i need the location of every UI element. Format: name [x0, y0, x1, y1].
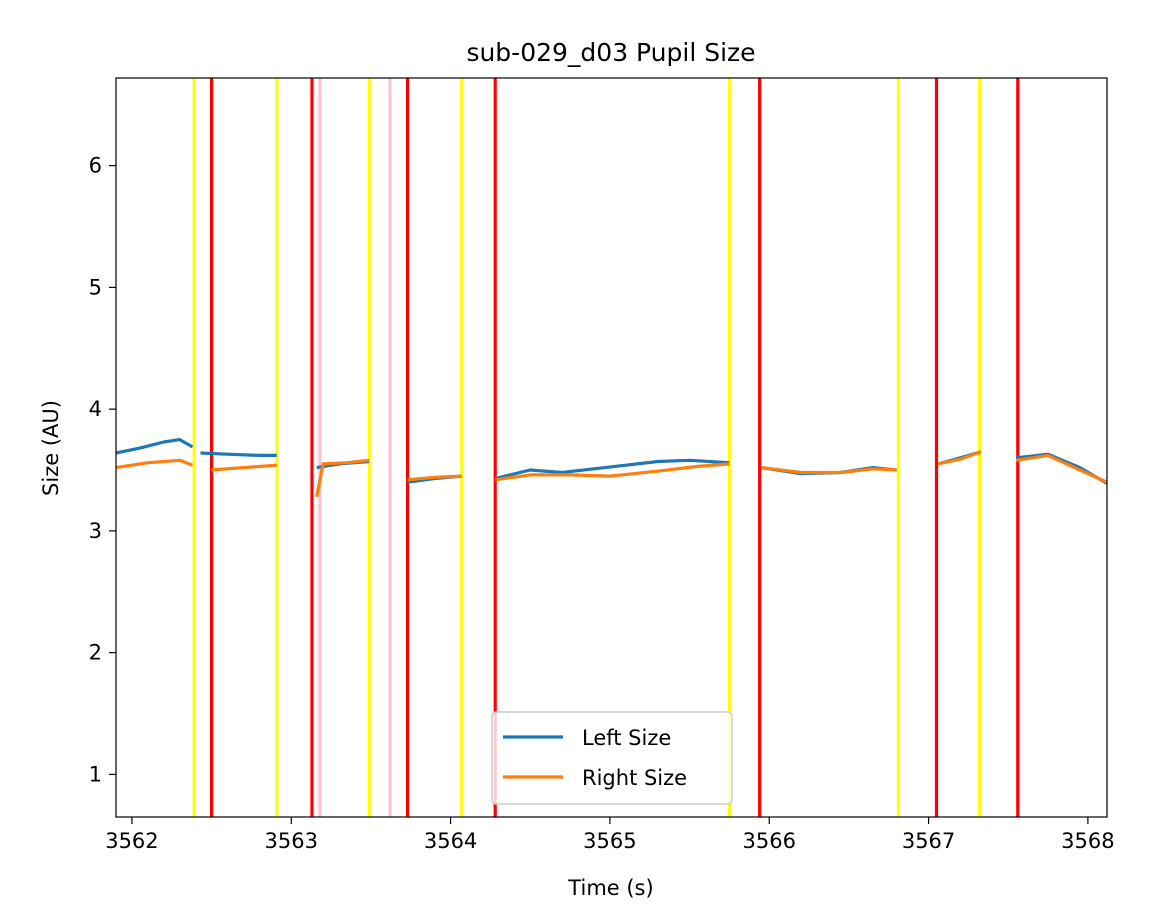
chart-title: sub-029_d03 Pupil Size: [466, 38, 755, 67]
y-tick-label-1: 1: [89, 762, 102, 786]
legend-label-2: Right Size: [582, 766, 687, 790]
series-right-segment-8: [1015, 453, 1108, 484]
y-tick-label-4: 4: [89, 397, 102, 421]
series-right-segment-7: [937, 450, 982, 466]
event-markers: [192, 78, 1020, 817]
y-tick-label-6: 6: [89, 154, 102, 178]
x-tick-label-3563: 3563: [265, 829, 318, 853]
series-left-segment-2: [200, 451, 277, 457]
series-right-segment-5: [494, 462, 730, 482]
plot-frame: [115, 77, 1108, 818]
y-tick-label-2: 2: [89, 641, 102, 665]
series-right-segment-3: [315, 458, 370, 498]
x-tick-label-3564: 3564: [424, 829, 477, 853]
legend-box: [491, 711, 733, 805]
x-axis-label: Time (s): [567, 876, 653, 900]
x-tick-label-3566: 3566: [743, 829, 796, 853]
legend: Left Size Right Size: [491, 711, 733, 805]
series-left-segment-1: [115, 438, 194, 455]
x-axis: 3562 3563 3564 3565 3566 3567 3568: [105, 817, 1115, 853]
legend-label-1: Left Size: [582, 726, 671, 750]
x-tick-label-3567: 3567: [902, 829, 955, 853]
y-axis: 1 2 3 4 5 6: [89, 154, 116, 786]
plot-area: [115, 77, 1108, 818]
y-tick-label-5: 5: [89, 275, 102, 299]
series-right-segment-4: [407, 474, 462, 482]
y-tick-label-3: 3: [89, 519, 102, 543]
plot-background: [116, 78, 1107, 817]
x-tick-label-3562: 3562: [105, 829, 158, 853]
series-right-segment-1: [115, 458, 194, 470]
series-lines: [115, 438, 1108, 498]
y-axis-label: Size (AU): [39, 400, 63, 496]
x-tick-label-3565: 3565: [583, 829, 636, 853]
series-right-segment-6: [761, 466, 897, 475]
series-right-segment-2: [211, 463, 278, 472]
x-tick-label-3568: 3568: [1061, 829, 1114, 853]
series-left-segment-5: [494, 458, 730, 481]
